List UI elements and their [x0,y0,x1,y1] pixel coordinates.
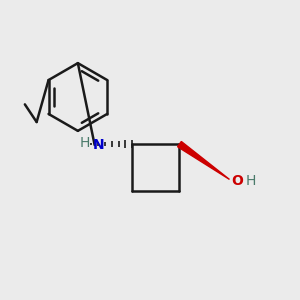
Polygon shape [178,142,230,179]
Text: H: H [246,174,256,188]
Text: N: N [92,138,104,152]
Text: H: H [79,136,90,150]
Text: O: O [231,174,243,188]
